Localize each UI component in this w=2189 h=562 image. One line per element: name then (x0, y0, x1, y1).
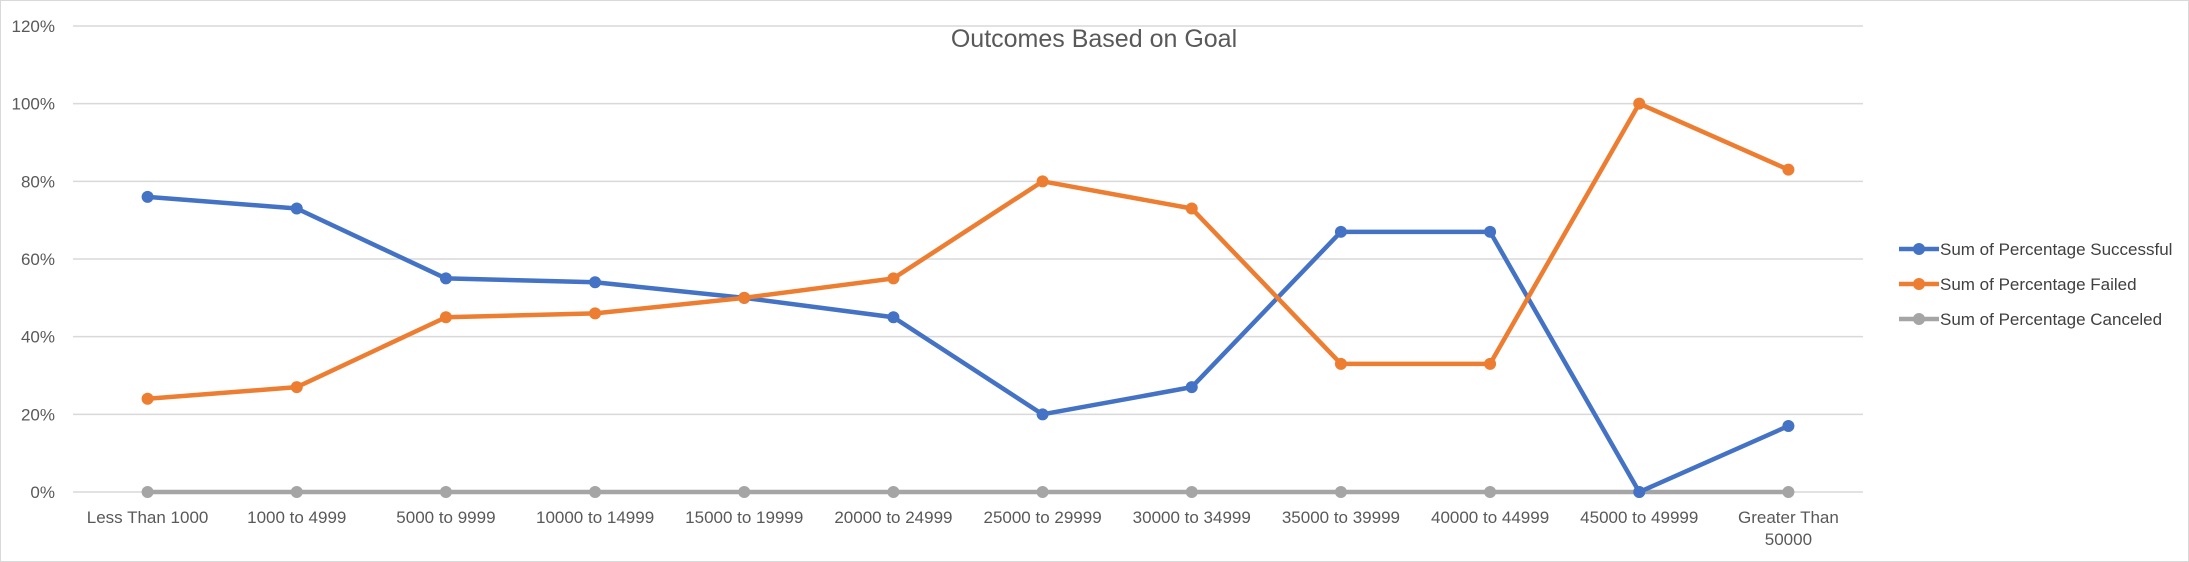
x-tick-label: 40000 to 44999 (1431, 508, 1549, 527)
legend-item: Sum of Percentage Canceled (1899, 310, 2162, 329)
x-axis-tick-labels: Less Than 1000 1000 to 4999 5000 to 9999 10… (87, 508, 1839, 549)
y-tick-label: 40% (21, 328, 55, 347)
y-tick-label: 0% (30, 483, 55, 502)
data-point (1036, 175, 1049, 188)
legend-swatch-marker (1913, 243, 1925, 255)
data-point (1782, 419, 1795, 432)
x-tick-label: 30000 to 34999 (1133, 508, 1251, 527)
x-tick-label: 5000 to 9999 (396, 508, 495, 527)
data-point (887, 486, 900, 498)
data-point (1036, 486, 1049, 498)
data-point (1334, 357, 1347, 370)
data-point (589, 307, 602, 320)
data-point (439, 486, 452, 498)
chart-title: Outcomes Based on Goal (951, 25, 1237, 53)
y-tick-label: 60% (21, 250, 55, 269)
data-point (1185, 486, 1198, 498)
x-tick-label: 10000 to 14999 (536, 508, 654, 527)
y-tick-label: 120% (12, 17, 55, 36)
x-tick-label: 15000 to 19999 (685, 508, 803, 527)
data-point (1185, 381, 1198, 394)
x-tick-label: Less Than 1000 (87, 508, 209, 527)
legend: Sum of Percentage Successful Sum of Perce… (1899, 240, 2172, 329)
legend-label: Sum of Percentage Successful (1940, 240, 2172, 259)
data-point (1334, 486, 1347, 498)
series-sum-of-percentage-canceled (141, 486, 1795, 498)
legend-swatch-marker (1913, 278, 1925, 290)
data-point (290, 486, 303, 498)
series-sum-of-percentage-failed (141, 97, 1795, 405)
data-point (290, 381, 303, 394)
data-point (439, 272, 452, 285)
legend-item: Sum of Percentage Successful (1899, 240, 2172, 259)
data-point (887, 272, 900, 285)
data-point (1484, 225, 1497, 238)
legend-label: Sum of Percentage Canceled (1940, 310, 2162, 329)
data-point (1633, 486, 1646, 498)
legend-label: Sum of Percentage Failed (1940, 275, 2137, 294)
data-point (290, 202, 303, 215)
data-point (1782, 486, 1795, 498)
legend-item: Sum of Percentage Failed (1899, 275, 2137, 294)
data-point (589, 276, 602, 289)
series-line (145, 101, 1791, 402)
data-point (141, 190, 154, 203)
gridlines (73, 25, 1863, 493)
x-tick-label: 35000 to 39999 (1282, 508, 1400, 527)
data-point (1334, 225, 1347, 238)
x-tick-label: 20000 to 24999 (834, 508, 952, 527)
data-point (439, 311, 452, 324)
data-point (589, 486, 602, 498)
series-line (145, 194, 1791, 495)
data-point (1484, 486, 1497, 498)
y-tick-label: 20% (21, 405, 55, 424)
legend-swatch-marker (1913, 313, 1925, 325)
series-sum-of-percentage-successful (141, 190, 1795, 498)
series-lines (141, 97, 1795, 498)
data-point (1484, 357, 1497, 370)
data-point (1633, 97, 1646, 110)
y-axis-tick-labels: 0% 20% 40% 60% 80% 100% 120% (12, 17, 55, 502)
data-point (887, 311, 900, 324)
data-point (738, 486, 751, 498)
x-tick-label: 25000 to 29999 (983, 508, 1101, 527)
data-point (141, 486, 154, 498)
x-tick-label: Greater Than 50000 (1738, 508, 1839, 549)
data-point (141, 392, 154, 405)
data-point (738, 291, 751, 304)
data-point (1036, 408, 1049, 421)
x-tick-label: 1000 to 4999 (247, 508, 346, 527)
data-point (1782, 163, 1795, 176)
data-point (1185, 202, 1198, 215)
y-tick-label: 100% (12, 95, 55, 114)
x-tick-label: 45000 to 49999 (1580, 508, 1698, 527)
y-tick-label: 80% (21, 172, 55, 191)
